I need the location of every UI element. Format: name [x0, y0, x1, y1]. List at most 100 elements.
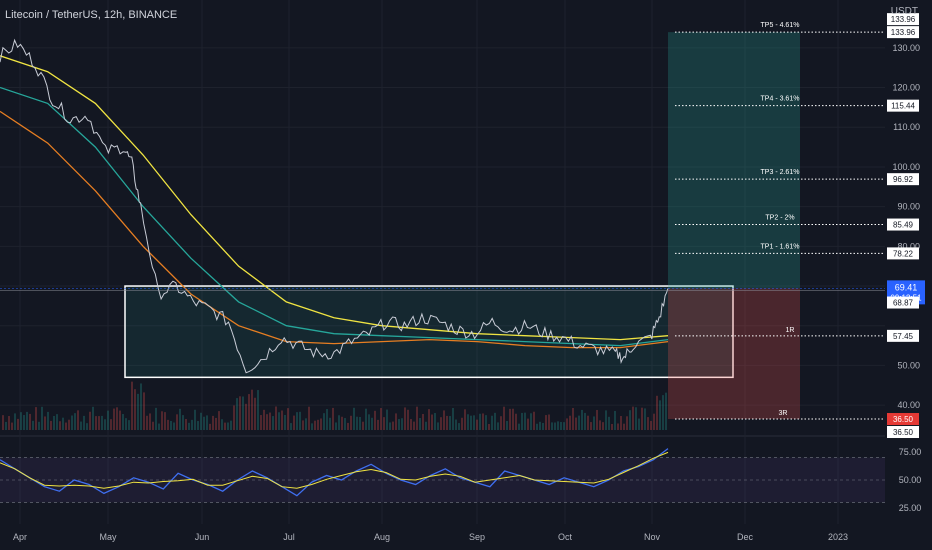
rsi-signal-line: [0, 451, 669, 489]
volume-bar: [581, 409, 583, 430]
volume-bar: [530, 413, 532, 430]
volume-bar: [224, 422, 226, 430]
currency-label: USDT: [890, 6, 918, 17]
target-zone: [668, 32, 800, 289]
moving-average-3: [0, 110, 669, 349]
target-price-tag: [887, 173, 919, 186]
volume-bar: [551, 422, 553, 430]
volume-bar: [62, 417, 64, 430]
volume-bar: [365, 408, 367, 430]
volume-bar: [176, 414, 178, 430]
volume-bar: [287, 408, 289, 430]
volume-bar: [635, 407, 637, 430]
volume-bar: [296, 412, 298, 430]
volume-bar: [524, 412, 526, 430]
volume-bar: [533, 411, 535, 430]
volume-bar: [143, 392, 145, 430]
volume-bar: [47, 411, 49, 430]
volume-bar: [308, 406, 310, 430]
volume-bar: [359, 416, 361, 430]
volume-bar: [662, 395, 664, 430]
volume-bar: [350, 415, 352, 430]
volume-bar: [74, 413, 76, 430]
volume-bar: [95, 416, 97, 430]
range-box: [124, 285, 734, 379]
stop-zone: [668, 288, 800, 420]
volume-bar: [44, 416, 46, 430]
stop-label: 3R: [779, 410, 788, 417]
volume-bar: [362, 421, 364, 430]
volume-bar: [521, 412, 523, 430]
volume-bar: [647, 417, 649, 430]
target-label: TP4 - 3.61%: [761, 96, 800, 103]
volume-bar: [398, 419, 400, 430]
entry-price-label: 57.45: [893, 332, 914, 341]
volume-bar: [491, 415, 493, 430]
volume-bar: [35, 407, 37, 430]
volume-bar: [413, 421, 415, 430]
time-tick-label: Sep: [469, 532, 485, 542]
volume-bar: [428, 409, 430, 430]
stop-price-tag: [887, 413, 919, 426]
symbol-title: Litecoin / TetherUS, 12h, BINANCE: [5, 9, 178, 21]
time-tick-label: Apr: [13, 532, 27, 542]
volume-bar: [563, 422, 565, 430]
time-tick-label: Aug: [374, 532, 390, 542]
volume-bar: [404, 407, 406, 430]
volume-bar: [89, 411, 91, 430]
price-tick-label: 110.00: [893, 122, 920, 132]
volume-bar: [515, 413, 517, 430]
volume-bar: [371, 417, 373, 430]
entry-price-tag: [887, 329, 919, 342]
volume-bar: [464, 409, 466, 430]
volume-bar: [5, 421, 7, 430]
volume-bar: [113, 408, 115, 430]
volume-bar: [614, 410, 616, 430]
volume-bar: [644, 408, 646, 430]
entry-label: 1R: [786, 327, 795, 334]
volume-bar: [41, 406, 43, 430]
target-price-tag: [887, 218, 919, 231]
volume-bar: [497, 422, 499, 430]
volume-bar: [512, 408, 514, 430]
volume-bar: [554, 422, 556, 430]
volume-bar: [566, 418, 568, 430]
time-tick-label: Dec: [737, 532, 754, 542]
volume-bar: [11, 422, 13, 430]
volume-bar: [218, 411, 220, 430]
volume-bar: [527, 418, 529, 430]
target-price-tag: [887, 26, 919, 39]
target-label: TP3 - 2.61%: [761, 169, 800, 176]
volume-bar: [119, 410, 121, 430]
volume-bar: [320, 418, 322, 430]
target-price-label: 96.92: [893, 175, 914, 184]
volume-bar: [560, 421, 562, 430]
volume-bar: [293, 415, 295, 430]
last-price-label: 69.41: [895, 282, 918, 292]
volume-bar: [311, 423, 313, 430]
rsi-band: [0, 457, 885, 503]
volume-bar: [341, 416, 343, 430]
volume-bar: [257, 390, 259, 430]
time-tick-label: Jun: [195, 532, 210, 542]
volume-bar: [134, 389, 136, 430]
volume-bar: [593, 416, 595, 430]
volume-bar: [386, 409, 388, 430]
volume-bar: [602, 422, 604, 430]
volume-bar: [56, 414, 58, 430]
volume-bar: [626, 416, 628, 430]
volume-bar: [140, 383, 142, 430]
volume-bar: [638, 418, 640, 430]
volume-bar: [191, 419, 193, 430]
volume-bar: [569, 415, 571, 430]
volume-bar: [503, 406, 505, 430]
volume-bar: [572, 407, 574, 430]
volume-bar: [50, 420, 52, 430]
volume-bar: [506, 420, 508, 430]
volume-bar: [617, 423, 619, 430]
volume-bar: [212, 415, 214, 430]
volume-bar: [368, 414, 370, 430]
volume-bar: [170, 420, 172, 430]
volume-bar: [326, 409, 328, 430]
